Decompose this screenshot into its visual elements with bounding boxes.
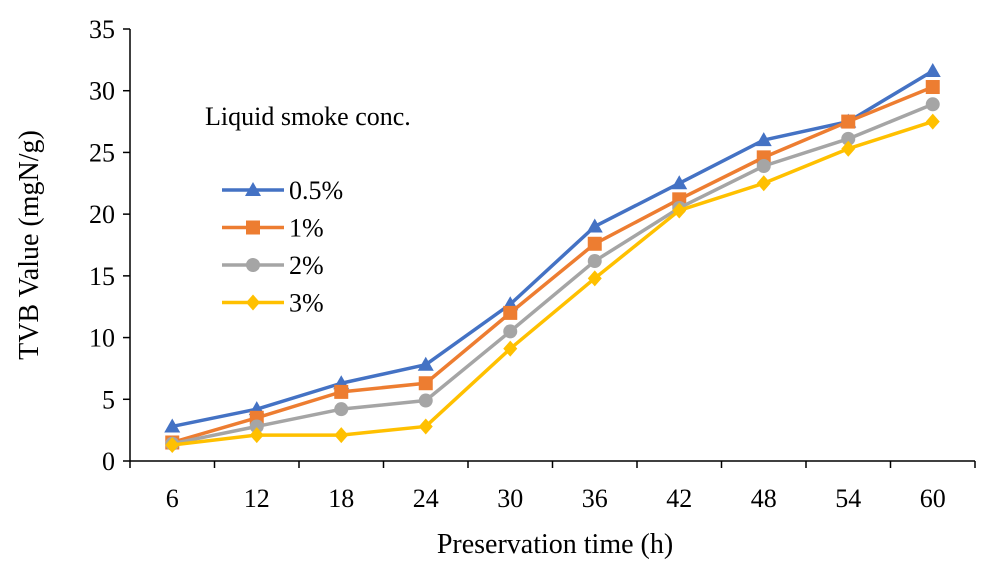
legend-swatch-marker	[246, 294, 260, 311]
legend-swatch-marker	[246, 220, 260, 235]
x-axis-title: Preservation time (h)	[437, 529, 673, 560]
legend-entry: 1%	[222, 214, 324, 243]
series-4	[165, 113, 940, 453]
data-point	[418, 376, 433, 391]
x-tick-label: 18	[328, 484, 354, 513]
legend-swatch-marker	[246, 258, 260, 272]
legend-label: 2%	[289, 251, 324, 280]
data-point	[755, 132, 772, 147]
x-tick-label: 60	[920, 484, 946, 513]
series-line	[172, 119, 934, 447]
x-tick-label: 54	[835, 484, 861, 513]
x-tick-label: 12	[244, 484, 270, 513]
data-point	[586, 218, 603, 233]
legend-title: Liquid smoke conc.	[205, 102, 411, 131]
y-tick-label: 25	[89, 138, 115, 167]
data-point	[164, 418, 181, 433]
data-point	[756, 159, 771, 174]
y-tick-label: 20	[89, 200, 115, 229]
data-point	[249, 427, 264, 444]
y-tick-label: 10	[89, 324, 115, 353]
data-point	[841, 131, 856, 146]
x-tick-label: 48	[751, 484, 777, 513]
legend-label: 3%	[289, 289, 324, 318]
data-point	[587, 254, 602, 269]
legend: 0.5% 1% 2% 3%	[222, 176, 343, 318]
data-point	[503, 324, 518, 339]
y-tick-label: 35	[89, 15, 115, 44]
data-point	[924, 62, 941, 77]
data-point	[418, 393, 433, 408]
y-tick-label: 30	[89, 77, 115, 106]
data-point	[334, 384, 349, 399]
legend-entry: 2%	[222, 251, 324, 280]
x-tick-label: 36	[582, 484, 608, 513]
x-tick-label: 24	[413, 484, 439, 513]
series-line	[171, 102, 934, 446]
legend-entry: 3%	[222, 289, 324, 318]
legend-swatch-marker	[245, 182, 261, 196]
data-point	[417, 356, 434, 371]
legend-label: 0.5%	[289, 176, 343, 205]
y-tick-label: 0	[102, 447, 115, 476]
data-point	[756, 175, 771, 192]
data-point	[925, 113, 940, 130]
data-point	[672, 202, 687, 219]
x-tick-label: 30	[497, 484, 523, 513]
data-point	[334, 427, 349, 444]
y-axis-title: TVB Value (mgN/g)	[14, 130, 45, 360]
y-tick-label: 15	[89, 262, 115, 291]
data-point	[503, 340, 518, 357]
series-line	[171, 85, 934, 445]
data-point	[587, 270, 602, 287]
series-layer	[164, 62, 941, 453]
y-tick-label: 5	[102, 385, 115, 414]
data-point	[587, 236, 602, 251]
data-point	[249, 419, 264, 434]
data-point	[165, 436, 180, 453]
x-tick-label: 42	[666, 484, 692, 513]
legend-label: 1%	[289, 214, 324, 243]
series-3	[165, 97, 940, 451]
data-point	[334, 402, 349, 417]
x-tick-label: 6	[166, 484, 179, 513]
data-point	[418, 418, 433, 435]
data-point	[841, 114, 856, 129]
data-point	[671, 175, 688, 190]
series-line	[171, 69, 934, 429]
axes: 0 5 10 15 20 25 30 35 6 12 18 24 30 36 42 48 54 60	[89, 15, 976, 513]
data-point	[503, 305, 518, 320]
data-point	[841, 140, 856, 157]
data-point	[925, 97, 940, 112]
legend-entry: 0.5%	[222, 176, 343, 205]
data-point	[925, 80, 940, 95]
